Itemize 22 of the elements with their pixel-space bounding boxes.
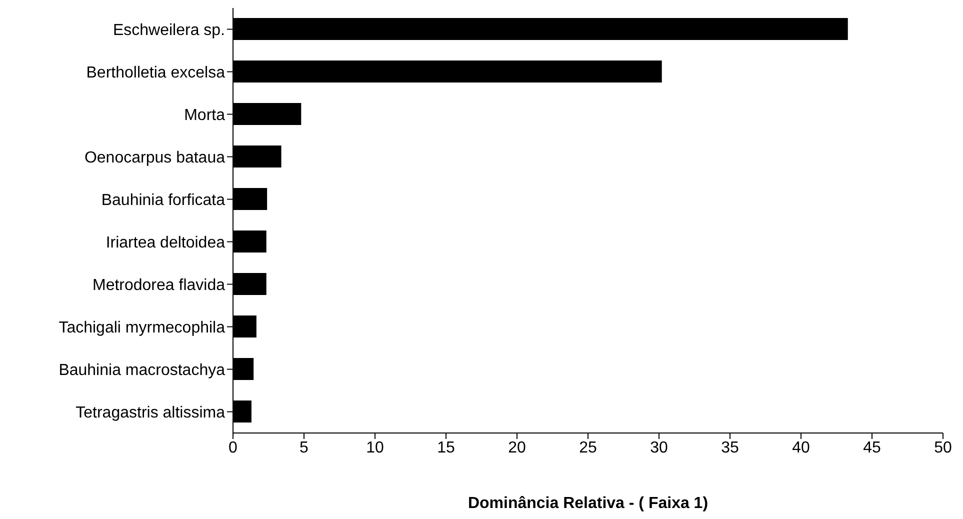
y-tick-label: Eschweilera sp. — [112, 22, 225, 39]
x-tick-label: 10 — [366, 439, 384, 456]
y-tick-label: Morta — [184, 106, 226, 124]
y-tick-label: Bauhinia macrostachya — [58, 362, 226, 379]
y-tick-label: Tachigali myrmecophila — [58, 319, 226, 336]
x-tick-label: 40 — [792, 439, 810, 456]
x-tick-label: 45 — [863, 439, 881, 456]
y-tick-label: Bertholletia excelsa — [86, 64, 226, 82]
y-tick-label: Oenocarpus bataua — [84, 149, 226, 166]
x-tick-label: 0 — [228, 439, 238, 456]
y-tick-label: Iriartea deltoidea — [106, 234, 226, 252]
x-tick-label: 25 — [579, 439, 597, 456]
x-tick-label: 20 — [508, 439, 526, 456]
x-tick-label: 35 — [721, 439, 739, 456]
x-tick-label: 30 — [650, 439, 668, 456]
x-tick-label: 50 — [934, 439, 952, 456]
y-tick-label: Metrodorea flavida — [92, 276, 226, 294]
y-tick-label: Tetragastris altissima — [76, 404, 226, 422]
x-tick-label: 5 — [300, 439, 309, 456]
y-tick-label: Bauhinia forficata — [101, 192, 226, 209]
x-tick-label: 15 — [437, 439, 455, 456]
x-axis-title: Dominância Relativa - ( Faixa 1) — [468, 495, 708, 512]
